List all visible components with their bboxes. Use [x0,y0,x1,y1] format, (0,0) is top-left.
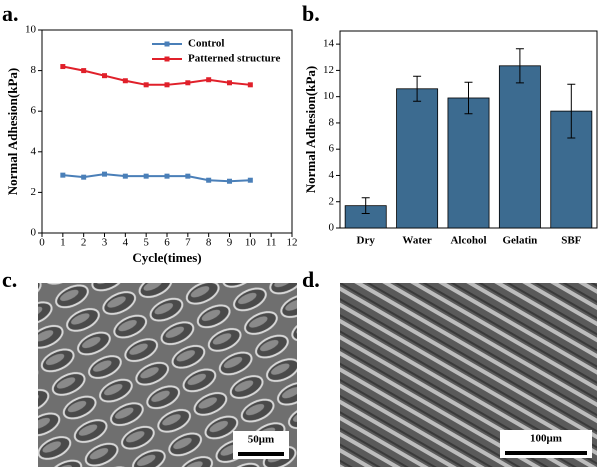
y-tick-label: 14 [323,38,335,50]
x-tick-label: 1 [60,237,66,249]
x-tick-label: 0 [39,237,45,249]
error-bar [567,83,576,139]
marker [247,82,253,88]
bar [498,65,541,229]
x-tick-label: 2 [81,237,87,249]
y-tick-label: 10 [25,24,37,36]
y-tick-label: 0 [31,227,37,239]
marker [81,68,87,74]
x-tick-label: 4 [123,237,129,249]
x-tick-label: 8 [206,237,212,249]
x-tick-label: SBF [561,235,581,247]
y-tick-label: 12 [323,64,334,76]
marker [164,82,170,88]
x-axis-title: Cycle(times) [132,250,201,265]
x-tick-label: 6 [164,237,170,249]
marker [102,171,107,177]
marker [247,177,253,183]
x-tick-label: Water [402,235,431,247]
x-tick-label: 5 [143,237,149,249]
x-tick-label: 11 [266,237,277,249]
legend-label: Control [188,38,224,50]
legend-marker [164,56,170,62]
bar [396,88,439,229]
y-tick-label: 4 [329,169,335,181]
y-tick-label: 0 [329,222,335,234]
y-tick-label: 4 [31,145,37,157]
scale-bar [238,452,284,456]
marker [122,173,128,179]
marker [102,73,107,79]
marker [185,80,191,86]
y-tick-label: 2 [329,195,335,207]
marker [81,174,87,180]
y-tick-label: 10 [323,90,335,102]
y-tick-label: 6 [329,143,335,155]
x-tick-label: Alcohol [450,235,486,247]
x-tick-label: Dry [357,235,376,247]
marker [227,80,232,86]
x-tick-label: 9 [227,237,233,249]
series-line [62,65,251,86]
series-line [62,173,251,183]
panel-label: c. [2,267,17,292]
x-tick-label: 10 [245,237,257,249]
marker [143,82,149,88]
panel-label: d. [302,267,320,292]
marker [206,177,212,183]
marker [206,77,212,83]
marker [143,173,149,179]
error-bar [413,75,422,102]
legend-marker [164,41,170,47]
x-tick-label: 7 [185,237,191,249]
panel-label: a. [2,1,19,26]
scale-bar [505,451,587,455]
marker [185,173,191,179]
legend-label: Patterned structure [188,53,280,65]
panel-label: b. [302,1,320,26]
x-tick-label: 12 [287,237,298,249]
marker [227,178,232,184]
y-tick-label: 8 [31,64,37,76]
scale-label: 100μm [530,433,562,445]
y-tick-label: 2 [31,186,37,198]
scale-label: 50μm [248,434,274,446]
marker [60,172,66,178]
error-bar [464,81,473,115]
error-bar [515,48,524,84]
bar [447,97,490,229]
x-tick-label: Gelatin [502,235,537,247]
y-tick-label: 8 [329,116,335,128]
x-tick-label: 3 [102,237,108,249]
error-bar [361,197,370,215]
y-axis-title: Normal Adhesion(kPa) [5,68,20,195]
marker [122,78,128,84]
marker [164,173,170,179]
y-tick-label: 6 [31,105,37,117]
y-axis-title: Normal Adhesion(kPa) [303,66,318,193]
marker [60,64,66,70]
